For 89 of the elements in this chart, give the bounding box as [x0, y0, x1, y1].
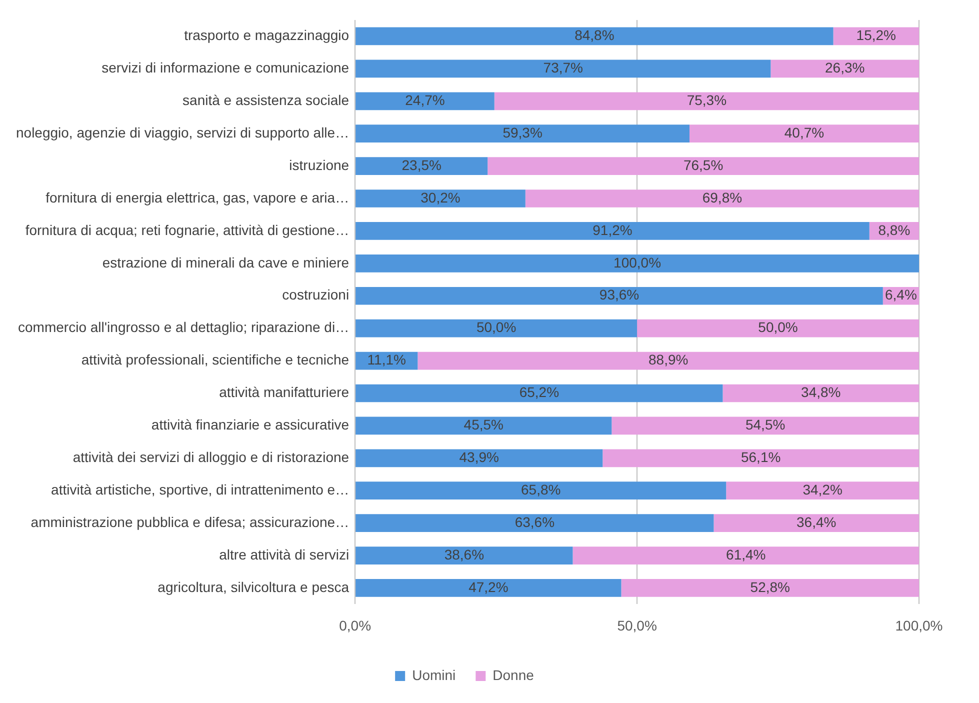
- bar: [494, 92, 919, 110]
- data-label: 8,8%: [878, 222, 910, 238]
- bar: [356, 319, 638, 338]
- data-label: 50,0%: [476, 319, 516, 336]
- data-label: 93,6%: [599, 286, 640, 303]
- bar: [722, 384, 919, 402]
- data-label: 73,7%: [543, 60, 583, 76]
- y-tick-label: attività manifatturiere: [219, 384, 350, 400]
- bar: [356, 92, 494, 110]
- bar: [356, 157, 488, 175]
- y-tick-label: istruzione: [289, 156, 350, 173]
- data-label: 23,5%: [402, 156, 442, 173]
- data-label: 6,4%: [884, 286, 917, 303]
- data-label: 59,3%: [502, 124, 542, 140]
- data-label: 34,2%: [802, 481, 842, 498]
- data-label: 76,5%: [683, 156, 724, 173]
- y-tick-label: servizi di informazione e comunicazione: [102, 60, 350, 76]
- bar: [356, 190, 526, 208]
- data-label: 75,3%: [686, 92, 727, 108]
- bar: [621, 579, 919, 597]
- y-tick-label: estrazione di minerali da cave e miniere: [102, 254, 350, 270]
- bar: [356, 124, 690, 143]
- y-tick-label: altre attività di servizi: [219, 546, 350, 562]
- bar: [356, 222, 870, 240]
- data-label: 54,5%: [745, 416, 786, 433]
- bar: [356, 482, 726, 500]
- y-tick-label: sanità e assistenza sociale: [182, 92, 350, 108]
- data-label: 40,7%: [784, 124, 824, 140]
- bar: [356, 27, 834, 46]
- data-label: 63,6%: [514, 514, 555, 530]
- bar: [602, 449, 919, 468]
- bar: [726, 482, 919, 500]
- data-label: 24,7%: [405, 92, 445, 108]
- bar: [770, 60, 919, 78]
- y-tick-label: fornitura di acqua; reti fognarie, attività di gestione…: [25, 222, 350, 238]
- data-label: 43,9%: [459, 449, 499, 466]
- y-tick-label: attività professionali, scientifiche e tecniche: [81, 352, 350, 368]
- data-label: 84,8%: [574, 27, 614, 44]
- bar: [356, 254, 919, 272]
- bar: [572, 546, 919, 564]
- x-tick-label: 50,0%: [617, 617, 657, 634]
- data-label: 91,2%: [592, 222, 632, 238]
- y-tick-label: trasporto e magazzinaggio: [184, 27, 350, 44]
- bar: [356, 514, 714, 532]
- y-tick-label: amministrazione pubblica e difesa; assicurazione…: [30, 514, 350, 530]
- data-label: 11,1%: [367, 352, 406, 368]
- data-label: 56,1%: [740, 449, 781, 466]
- data-label: 50,0%: [758, 319, 798, 336]
- data-label: 38,6%: [444, 546, 484, 562]
- data-label: 30,2%: [420, 189, 460, 206]
- y-tick-label: fornitura di energia elettrica, gas, vapore e aria…: [46, 189, 350, 206]
- bar: [356, 579, 622, 597]
- x-tick-label: 0,0%: [339, 617, 372, 634]
- data-label: 69,8%: [702, 189, 742, 206]
- data-label: 34,8%: [801, 384, 841, 400]
- bar: [356, 286, 883, 305]
- data-label: 88,9%: [648, 352, 688, 368]
- y-tick-label: costruzioni: [282, 286, 350, 303]
- data-label: 52,8%: [750, 578, 790, 595]
- bar: [612, 416, 919, 435]
- bar: [488, 157, 919, 175]
- bar: [356, 60, 771, 78]
- bar: [637, 319, 919, 338]
- bar: [689, 124, 919, 143]
- bar: [525, 190, 919, 208]
- bar: [356, 384, 723, 402]
- data-label: 26,3%: [824, 60, 865, 76]
- y-tick-label: commercio all'ingrosso e al dettaglio; riparazione di…: [18, 319, 350, 336]
- data-label: 15,2%: [856, 27, 896, 44]
- x-tick-label: 100,0%: [895, 617, 943, 634]
- bar: [356, 449, 603, 468]
- bar: [714, 514, 919, 532]
- y-tick-label: attività dei servizi di alloggio e di ristorazione: [72, 449, 350, 466]
- data-label: 65,8%: [521, 481, 561, 498]
- data-label: 65,2%: [519, 384, 560, 400]
- bar: [356, 546, 573, 564]
- legend-label: Donne: [492, 666, 534, 683]
- y-tick-label: noleggio, agenzie di viaggio, servizi di supporto alle…: [16, 124, 350, 140]
- y-tick-label: attività finanziarie e assicurative: [151, 416, 350, 433]
- data-label: 100,0%: [614, 254, 662, 270]
- bar: [418, 352, 919, 370]
- y-tick-label: attività artistiche, sportive, di intrattenimento e…: [51, 481, 350, 498]
- legend-label: Uomini: [412, 666, 456, 683]
- bar: [356, 416, 612, 435]
- data-label: 45,5%: [464, 416, 504, 433]
- data-label: 61,4%: [726, 546, 766, 562]
- data-label: 47,2%: [468, 578, 508, 595]
- y-tick-label: agricoltura, silvicoltura e pesca: [158, 578, 350, 595]
- data-label: 36,4%: [796, 514, 836, 530]
